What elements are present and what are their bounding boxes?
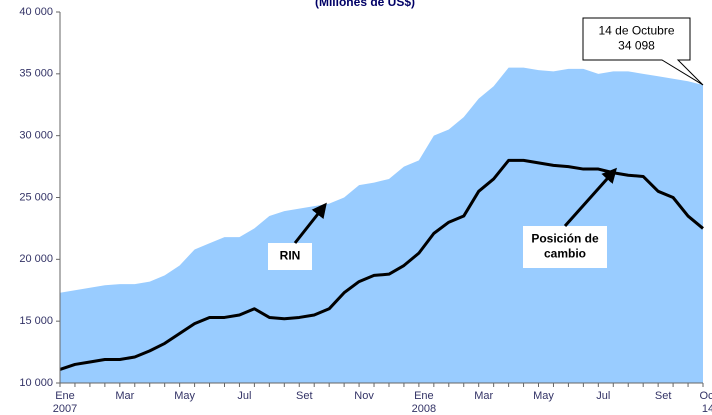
y-tick-label: 10 000 xyxy=(19,377,53,389)
x-tick-label: May xyxy=(174,390,195,402)
y-tick-label: 20 000 xyxy=(19,253,53,265)
annotation-text: Posición de xyxy=(531,232,599,246)
x-tick-label: Ene xyxy=(414,390,434,402)
y-tick-label: 15 000 xyxy=(19,315,53,327)
x-tick-sublabel: 2008 xyxy=(412,403,436,415)
x-tick-label: Nov xyxy=(354,390,374,402)
annotation-text: RIN xyxy=(280,249,301,263)
annotation-text: cambio xyxy=(544,247,586,261)
rin-area xyxy=(60,67,703,384)
x-tick-label: Jul xyxy=(237,390,251,402)
annotation-text: 34 098 xyxy=(618,39,655,53)
annotation-box xyxy=(268,243,312,270)
chart-title: (Millones de US$) xyxy=(315,0,415,9)
x-tick-label: Set xyxy=(296,390,313,402)
x-tick-label: Mar xyxy=(115,390,134,402)
x-tick-label: May xyxy=(533,390,554,402)
callout-box xyxy=(582,17,704,86)
x-tick-sublabel: 2007 xyxy=(53,403,77,415)
x-tick-label: Mar xyxy=(474,390,493,402)
annotation-text: 14 de Octubre xyxy=(598,24,674,38)
position-line xyxy=(59,158,704,371)
x-tick-label: Jul xyxy=(596,390,610,402)
y-tick-label: 25 000 xyxy=(19,191,53,203)
x-tick-sublabel: 14 xyxy=(702,403,712,415)
annotation-box xyxy=(523,226,607,268)
y-tick-label: 30 000 xyxy=(19,130,53,142)
y-tick-label: 40 000 xyxy=(19,6,53,18)
annotation-arrow xyxy=(563,167,617,227)
x-tick-label: Ene xyxy=(55,390,75,402)
y-tick-label: 35 000 xyxy=(19,68,53,80)
x-tick-label: Oct xyxy=(699,390,712,402)
annotation-arrow xyxy=(293,202,327,244)
x-tick-label: Set xyxy=(655,390,672,402)
